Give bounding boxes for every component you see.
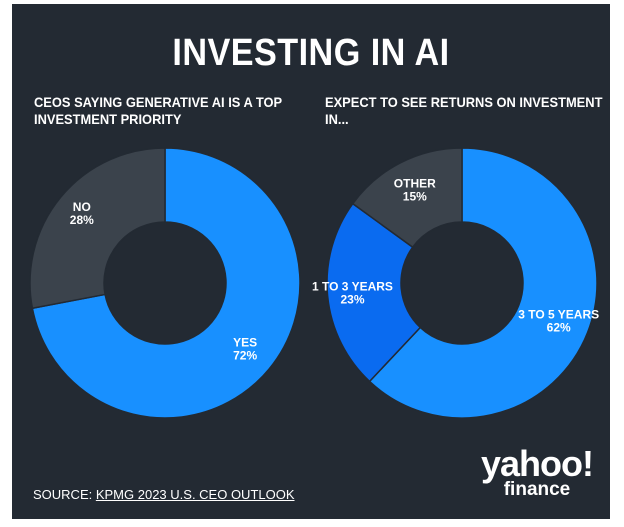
slice-other (351, 147, 463, 249)
slice-yes (31, 147, 301, 419)
left-chart-title-line-2: INVESTMENT PRIORITY (34, 111, 182, 127)
logo-yahoo: yahoo! (480, 443, 594, 484)
donut-charts: YES 72%NO 28% 3 TO 5 YEARS 62%1 TO 3 YEARS 2… (29, 147, 599, 419)
slice-3-to-5-years (368, 147, 598, 419)
priority-donut-chart: YES 72% NO 28% (29, 147, 301, 419)
source-note: SOURCE: KPMG 2023 U.S. CEO OUTLOOK (33, 487, 295, 502)
yahoo-finance-logo: yahoo! finance (477, 443, 597, 500)
page-title: INVESTING IN AI (172, 32, 450, 74)
slice-1-to-3-years (326, 202, 422, 383)
slice-label-1-to-3-years: 1 TO 3 YEARS 23% (312, 279, 393, 306)
slice-label-name: YES (233, 335, 257, 349)
source-link[interactable]: KPMG 2023 U.S. CEO OUTLOOK (95, 487, 295, 502)
slice-label-other: OTHER 15% (394, 176, 436, 203)
left-chart-title-line-1: CEOS SAYING GENERATIVE AI IS A TOP (34, 94, 283, 110)
slice-no (29, 147, 166, 310)
right-chart-title-line-1: EXPECT TO SEE RETURNS ON INVESTMENT (325, 94, 603, 110)
slice-label-name: OTHER (394, 176, 436, 190)
slice-label-name: 3 TO 5 YEARS (518, 307, 599, 321)
slice-label-3-to-5-years: 3 TO 5 YEARS 62% (518, 307, 599, 334)
returns-donut-chart: 3 TO 5 YEARS 62% 1 TO 3 YEARS 23% OTHER 15% (312, 147, 599, 419)
slice-label-value: 23% (340, 292, 364, 306)
slice-label-value: 15% (403, 189, 427, 203)
source-prefix: SOURCE: (33, 487, 96, 502)
slice-label-name: 1 TO 3 YEARS (312, 279, 393, 293)
left-chart-title: CEOS SAYING GENERATIVE AI IS A TOP INVES… (34, 94, 282, 128)
slice-label-no: NO 28% (70, 200, 94, 227)
slice-label-value: 72% (233, 348, 257, 362)
right-chart-title: EXPECT TO SEE RETURNS ON INVESTMENT IN..… (325, 94, 602, 128)
slice-label-value: 62% (547, 320, 571, 334)
slice-label-name: NO (73, 200, 91, 214)
slice-label-value: 28% (70, 213, 94, 227)
logo-finance: finance (503, 479, 571, 500)
right-chart-title-line-2: IN... (325, 111, 349, 127)
slice-label-yes: YES 72% (233, 335, 257, 362)
infographic-card: INVESTING IN AI CEOS SAYING GENERATIVE A… (12, 4, 610, 519)
